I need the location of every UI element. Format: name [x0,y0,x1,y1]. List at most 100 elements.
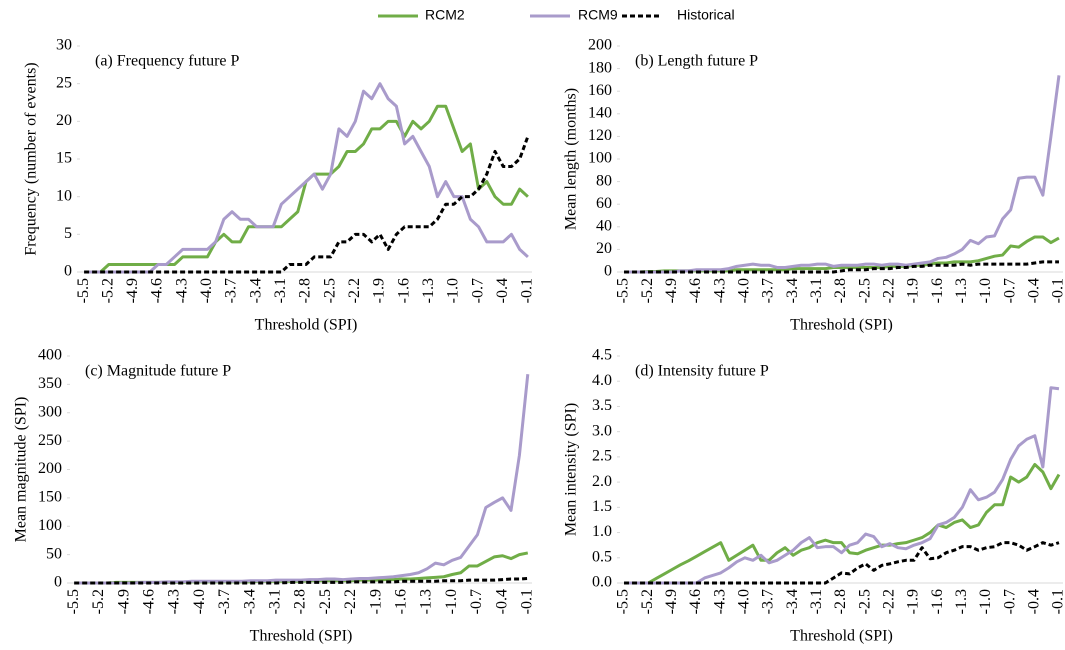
x-tick-label: -2.8 [292,589,309,614]
x-tick-label: -4.6 [687,278,704,303]
y-tick-label: 150 [38,489,62,506]
x-tick-label: -1.3 [953,589,970,614]
legend: RCM2 RCM9 Historical [378,7,735,23]
y-tick-label: 200 [588,37,612,54]
legend-label: Historical [677,7,735,23]
x-axis-title: Threshold (SPI) [255,317,358,334]
x-tick-label: -4.0 [736,589,753,614]
legend-label: RCM2 [425,7,465,23]
y-tick-label: 30 [56,37,72,54]
x-tick-label: -1.6 [392,589,409,614]
x-tick-label: -3.1 [808,278,825,303]
y-tick-label: 140 [588,104,612,121]
series-line [624,386,1060,585]
x-tick-label: -5.5 [615,589,632,614]
y-tick-label: 1.5 [592,498,612,515]
x-tick-label: -4.3 [166,589,183,614]
y-tick-label: 160 [588,82,612,99]
x-tick-label: -0.7 [469,278,486,303]
y-axis-title: Mean intensity (SPI) [563,403,580,536]
x-tick-label: -5.2 [639,278,656,303]
x-tick-label: -0.4 [1025,278,1042,303]
y-axis-title: Mean magnitude (SPI) [13,397,30,543]
y-tick-label: 10 [56,187,72,204]
y-axis-title: Frequency (number of events) [23,62,40,255]
x-tick-label: -4.9 [663,589,680,614]
x-tick-label: -4.3 [173,278,190,303]
x-tick-label: -5.5 [75,278,92,303]
x-tick-label: -0.4 [493,589,510,614]
x-tick-label: -3.4 [241,589,258,614]
x-tick-label: -0.1 [519,278,536,303]
x-tick-label: -1.6 [929,278,946,303]
x-tick-label: -4.6 [140,589,157,614]
x-tick-label: -0.7 [1001,589,1018,614]
x-tick-label: -2.5 [321,278,338,303]
x-tick-label: -4.6 [149,278,166,303]
y-tick-label: 20 [596,240,612,257]
y-tick-label: 100 [588,150,612,167]
y-tick-label: 100 [38,517,62,534]
x-tick-label: -2.8 [297,278,314,303]
x-tick-label: -5.2 [639,589,656,614]
x-axis-title: Threshold (SPI) [250,628,353,645]
y-tick-label: 5 [64,225,72,242]
x-tick-label: -3.7 [760,278,777,303]
x-tick-label: -3.1 [272,278,289,303]
series-line [624,462,1061,585]
x-tick-label: -2.5 [856,278,873,303]
x-tick-label: -1.0 [977,589,994,614]
x-tick-label: -1.6 [395,278,412,303]
x-tick-label: -3.7 [216,589,233,614]
x-tick-label: -0.1 [1050,278,1065,303]
x-tick-label: -1.0 [443,589,460,614]
y-tick-label: 40 [596,217,612,234]
x-tick-label: -4.9 [124,278,141,303]
x-tick-label: -4.6 [687,589,704,614]
x-tick-label: -3.1 [808,589,825,614]
series-line [84,82,529,274]
x-tick-label: -4.0 [736,278,753,303]
x-tick-label: -4.9 [115,589,132,614]
x-tick-label: -4.0 [198,278,215,303]
chart-title: (d) Intensity future P [635,363,769,380]
series-line [84,104,529,274]
y-tick-label: 0 [604,263,612,280]
series-line [74,374,530,585]
x-tick-label: -2.2 [880,589,897,614]
y-tick-label: 180 [588,59,612,76]
x-tick-label: -1.3 [953,278,970,303]
series-line [624,235,1060,274]
y-tick-label: 2.5 [592,448,612,465]
x-tick-label: -0.7 [468,589,485,614]
series-line [624,75,1061,274]
series-line [624,260,1059,274]
y-tick-label: 0.5 [592,548,612,565]
x-tick-label: -0.1 [1050,589,1065,614]
x-tick-label: -0.7 [1001,278,1018,303]
y-tick-label: 4.5 [592,347,612,364]
y-tick-label: 80 [596,172,612,189]
x-tick-label: -5.2 [99,278,116,303]
x-tick-label: -1.9 [367,589,384,614]
y-tick-label: 120 [588,127,612,144]
x-tick-label: -2.2 [346,278,363,303]
y-tick-label: 0.0 [592,574,612,591]
x-tick-label: -2.8 [832,278,849,303]
chart-title: (a) Frequency future P [95,53,239,70]
x-tick-label: -3.7 [223,278,240,303]
x-tick-label: -1.3 [418,589,435,614]
x-tick-label: -3.4 [247,278,264,303]
y-tick-label: 15 [56,150,72,167]
y-tick-label: 50 [46,545,62,562]
x-tick-label: -3.7 [760,589,777,614]
y-tick-label: 0 [54,574,62,591]
x-axis-title: Threshold (SPI) [790,628,893,645]
x-tick-label: -2.5 [317,589,334,614]
x-tick-label: -2.8 [832,589,849,614]
y-tick-label: 3.0 [592,422,612,439]
x-tick-label: -4.3 [711,278,728,303]
series-line [74,576,528,585]
x-axis-title: Threshold (SPI) [790,317,893,334]
chart-title: (c) Magnitude future P [85,363,231,380]
